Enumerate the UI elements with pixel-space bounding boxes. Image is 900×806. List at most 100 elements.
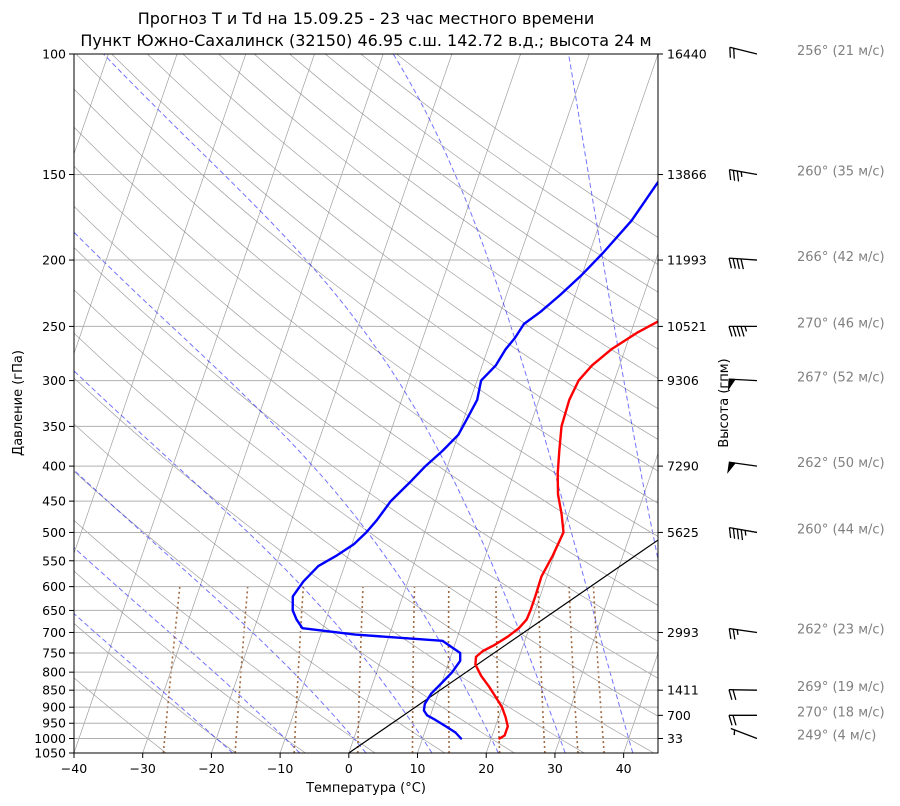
isotherm-line <box>623 652 658 753</box>
dry-adiabat-line <box>75 54 658 504</box>
parcel-line <box>348 539 658 753</box>
dry-adiabat-line <box>74 205 658 642</box>
wind-label: 270° (18 м/с) <box>797 705 885 720</box>
isotherm-line <box>74 54 178 355</box>
wind-label: 267° (52 м/с) <box>797 371 885 386</box>
y-tick-label: 600 <box>42 579 66 594</box>
x-tick-label: −20 <box>198 761 224 776</box>
y-tick-label: 150 <box>42 167 66 182</box>
isotherm-line <box>74 54 247 555</box>
dry-adiabat-line <box>74 165 658 606</box>
isotherm-line <box>554 452 658 753</box>
profile-series <box>291 180 658 753</box>
background-lines <box>74 54 658 753</box>
dry-adiabat-line <box>111 54 658 472</box>
isotherm-line <box>348 54 590 753</box>
height-tick-label: 9306 <box>667 373 699 388</box>
mixing-ratio-line <box>568 586 579 753</box>
dry-adiabat-line <box>360 54 658 265</box>
dry-adiabat-line <box>74 570 306 753</box>
mixing-ratio-line <box>592 586 605 753</box>
dry-adiabat-line <box>74 247 658 679</box>
dry-adiabat-line <box>74 332 654 753</box>
y-tick-label: 350 <box>42 419 66 434</box>
dry-adiabat-line <box>324 54 658 293</box>
chart-title-line2: Пункт Южно-Сахалинск (32150) 46.95 с.ш. … <box>80 31 651 50</box>
x-tick-label: −40 <box>61 761 87 776</box>
moist-adiabat-line <box>74 612 234 753</box>
moist-adiabat-line <box>74 231 499 753</box>
y-tick-label: 250 <box>42 319 66 334</box>
height-tick-label: 13866 <box>667 167 707 182</box>
dry-adiabat-line <box>74 88 658 537</box>
y-tick-label: 650 <box>42 603 66 618</box>
x-tick-label: 0 <box>345 761 353 776</box>
moist-adiabat-line <box>74 469 367 753</box>
x-tick-label: −30 <box>130 761 156 776</box>
y-axis-label: Давление (гПа) <box>11 350 26 456</box>
y-tick-label: 700 <box>42 625 66 640</box>
x-axis-ticks: −40 −30 −20 −10 0 10 20 30 40 <box>61 753 632 776</box>
wind-label: 249° (4 м/с) <box>797 728 876 743</box>
y-tick-label: 300 <box>42 373 66 388</box>
height-axis-ticks: 16440 13866 11993 10521 9306 7290 5625 2993 1411… <box>658 47 707 746</box>
dry-adiabat-line <box>74 470 445 753</box>
x-tick-label: 30 <box>547 761 563 776</box>
height-tick-label: 5625 <box>667 525 699 540</box>
isotherm-line <box>485 252 658 753</box>
mixing-ratio-line <box>495 586 501 753</box>
wind-barb <box>728 169 758 182</box>
y-tick-label: 1050 <box>34 746 66 761</box>
dry-adiabat-line <box>74 126 658 571</box>
y-tick-label: 1000 <box>34 731 66 746</box>
mixing-ratio-line <box>447 586 450 753</box>
wind-barb <box>728 325 757 337</box>
y-tick-label: 450 <box>42 494 66 509</box>
wind-label: 260° (44 м/с) <box>797 522 885 537</box>
y-axis-ticks: 100 150 200 250 300 350 400 450 500 550 600 650 700 7… <box>34 47 74 761</box>
height-tick-label: 2993 <box>667 625 699 640</box>
wind-barb <box>728 526 758 541</box>
height-tick-label: 11993 <box>667 253 707 268</box>
dry-adiabat-line <box>74 622 237 753</box>
dry-adiabat-line <box>74 519 376 753</box>
dry-adiabat-line <box>147 54 658 440</box>
dewpoint-line <box>291 180 658 740</box>
y-tick-label: 950 <box>42 716 66 731</box>
y-tick-label: 900 <box>42 700 66 715</box>
moist-adiabat-line <box>392 54 634 753</box>
moist-adiabat-line <box>74 546 301 753</box>
y-tick-label: 200 <box>42 253 66 268</box>
wind-label: 262° (50 м/с) <box>797 456 885 471</box>
dry-adiabat-line <box>396 54 658 238</box>
wind-barb <box>728 689 758 700</box>
height-tick-label: 33 <box>667 731 683 746</box>
moist-adiabat-line <box>568 54 658 562</box>
mixing-ratio-line <box>411 586 416 753</box>
x-axis-label: Температура (°C) <box>305 781 426 796</box>
x-tick-label: −10 <box>267 761 293 776</box>
mixing-ratio-line <box>234 586 249 753</box>
x-tick-label: 40 <box>616 761 632 776</box>
moist-adiabat-line <box>103 54 566 753</box>
dry-adiabat-line <box>182 54 658 410</box>
plot-frame <box>73 53 659 754</box>
wind-label: 262° (23 м/с) <box>797 622 885 637</box>
wind-barb <box>728 627 758 640</box>
mixing-ratio-line <box>356 586 364 753</box>
wind-barb <box>728 714 757 726</box>
wind-label: 266° (42 м/с) <box>797 250 885 265</box>
y-tick-label: 400 <box>42 459 66 474</box>
y-tick-label: 800 <box>42 665 66 680</box>
wind-label: 270° (46 м/с) <box>797 316 885 331</box>
height-tick-label: 7290 <box>667 459 699 474</box>
mixing-ratio-line <box>293 586 305 753</box>
height-tick-label: 700 <box>667 708 691 723</box>
y-tick-label: 100 <box>42 47 66 62</box>
dry-adiabat-line <box>74 423 515 753</box>
chart-title-line1: Прогноз T и Td на 15.09.25 - 23 час мест… <box>138 9 594 28</box>
wind-barb <box>729 46 758 59</box>
height-tick-label: 10521 <box>667 319 707 334</box>
wind-barb <box>728 257 758 270</box>
wind-barb <box>727 378 758 391</box>
